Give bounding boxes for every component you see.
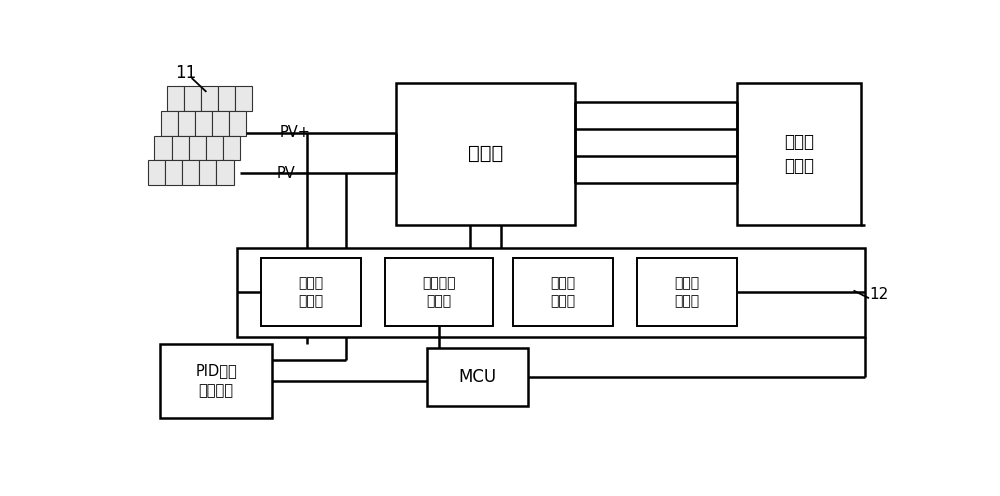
Text: 逆变器: 逆变器 — [468, 144, 503, 163]
Text: MCU: MCU — [459, 368, 497, 386]
Polygon shape — [167, 86, 184, 111]
Bar — [237, 248, 865, 337]
Bar — [385, 258, 493, 326]
Bar — [160, 344, 272, 418]
Text: 漏电检
测电路: 漏电检 测电路 — [674, 276, 699, 308]
Text: 可调直流
源电路: 可调直流 源电路 — [422, 276, 456, 308]
Polygon shape — [216, 160, 234, 185]
Polygon shape — [206, 136, 223, 160]
Text: 11: 11 — [175, 64, 196, 82]
Text: 12: 12 — [869, 287, 888, 302]
Text: PV−: PV− — [276, 166, 307, 181]
Text: 交流配
电单元: 交流配 电单元 — [784, 133, 814, 175]
Polygon shape — [212, 111, 229, 136]
Polygon shape — [195, 111, 212, 136]
Polygon shape — [235, 86, 252, 111]
Text: 虚拟接
地电路: 虚拟接 地电路 — [550, 276, 575, 308]
Bar — [261, 258, 361, 326]
Polygon shape — [154, 136, 172, 160]
Polygon shape — [201, 86, 218, 111]
Bar — [637, 258, 737, 326]
Bar — [396, 83, 574, 225]
Polygon shape — [184, 86, 201, 111]
Text: PV+: PV+ — [280, 125, 311, 140]
Polygon shape — [182, 160, 199, 185]
Polygon shape — [229, 111, 246, 136]
Bar — [512, 258, 613, 326]
Polygon shape — [148, 160, 165, 185]
Polygon shape — [165, 160, 182, 185]
Text: PID在线
改善电路: PID在线 改善电路 — [195, 364, 237, 398]
Polygon shape — [189, 136, 206, 160]
Polygon shape — [161, 111, 178, 136]
Polygon shape — [199, 160, 216, 185]
Polygon shape — [172, 136, 189, 160]
Polygon shape — [218, 86, 235, 111]
Polygon shape — [178, 111, 195, 136]
Bar — [427, 348, 528, 406]
Polygon shape — [223, 136, 240, 160]
Bar — [737, 83, 861, 225]
Text: 电压检
测电路: 电压检 测电路 — [298, 276, 324, 308]
